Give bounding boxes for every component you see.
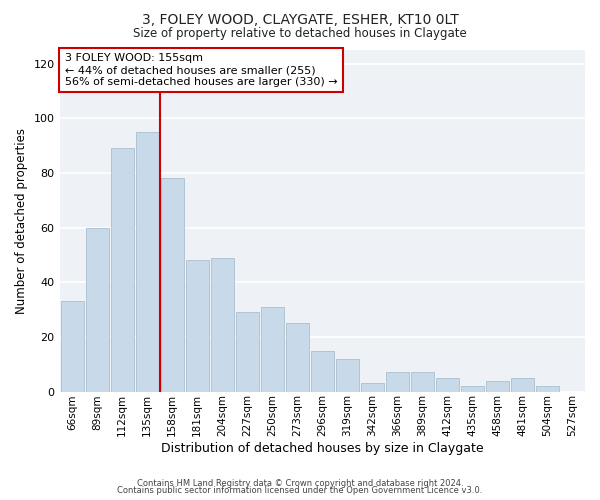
Y-axis label: Number of detached properties: Number of detached properties [15, 128, 28, 314]
Bar [386, 372, 409, 392]
Bar [511, 378, 534, 392]
Text: 3 FOLEY WOOD: 155sqm
← 44% of detached houses are smaller (255)
56% of semi-deta: 3 FOLEY WOOD: 155sqm ← 44% of detached h… [65, 54, 337, 86]
Bar [486, 380, 509, 392]
Bar [311, 350, 334, 392]
Bar [161, 178, 184, 392]
Bar [86, 228, 109, 392]
X-axis label: Distribution of detached houses by size in Claygate: Distribution of detached houses by size … [161, 442, 484, 455]
Bar [361, 384, 384, 392]
Bar [61, 302, 83, 392]
Bar [185, 260, 209, 392]
Bar [336, 359, 359, 392]
Text: Size of property relative to detached houses in Claygate: Size of property relative to detached ho… [133, 28, 467, 40]
Bar [110, 148, 134, 392]
Bar [436, 378, 459, 392]
Bar [286, 323, 309, 392]
Text: Contains public sector information licensed under the Open Government Licence v3: Contains public sector information licen… [118, 486, 482, 495]
Bar [236, 312, 259, 392]
Text: Contains HM Land Registry data © Crown copyright and database right 2024.: Contains HM Land Registry data © Crown c… [137, 478, 463, 488]
Bar [411, 372, 434, 392]
Bar [211, 258, 233, 392]
Text: 3, FOLEY WOOD, CLAYGATE, ESHER, KT10 0LT: 3, FOLEY WOOD, CLAYGATE, ESHER, KT10 0LT [142, 12, 458, 26]
Bar [261, 307, 284, 392]
Bar [536, 386, 559, 392]
Bar [136, 132, 158, 392]
Bar [461, 386, 484, 392]
